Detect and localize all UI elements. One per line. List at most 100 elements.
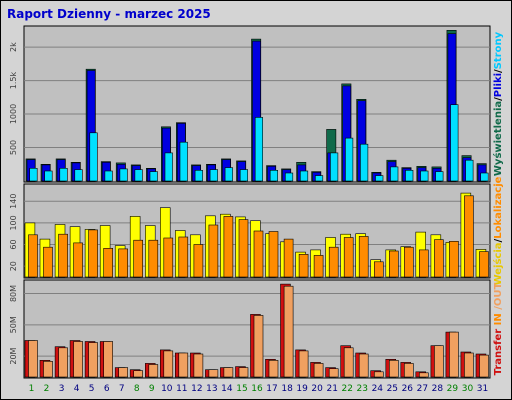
day-label-3: 3 bbox=[59, 384, 65, 394]
bar-visits-sites-Lokalizacje-10 bbox=[163, 237, 174, 278]
bar-transfer-OUT-31 bbox=[479, 354, 489, 378]
bar-visits-sites-Lokalizacje-16 bbox=[253, 230, 264, 278]
bar-visits-sites-Lokalizacje-23 bbox=[358, 236, 369, 278]
day-label-18: 18 bbox=[281, 384, 293, 394]
bar-hits-files-pages-Strony-2 bbox=[44, 170, 53, 182]
day-label-17: 17 bbox=[266, 384, 277, 394]
legend-bottom-part: Transfer bbox=[493, 329, 504, 376]
day-label-8: 8 bbox=[134, 384, 140, 394]
chart-panel-hits-files-pages: 500 1000 1.5k 2k bbox=[9, 25, 491, 183]
bar-visits-sites-Lokalizacje-9 bbox=[148, 239, 159, 278]
y-tick-label: 50M bbox=[9, 316, 18, 333]
bar-visits-sites-Lokalizacje-21 bbox=[328, 246, 339, 278]
y-tick-label: 1000 bbox=[9, 104, 18, 124]
day-label-25: 25 bbox=[387, 384, 398, 394]
bar-hits-files-pages-Strony-12 bbox=[194, 170, 203, 182]
bar-transfer-OUT-3 bbox=[58, 347, 68, 378]
bar-transfer-OUT-24 bbox=[373, 371, 384, 378]
day-label-27: 27 bbox=[417, 384, 428, 394]
day-label-7: 7 bbox=[119, 384, 125, 394]
day-label-1: 1 bbox=[29, 384, 35, 394]
bar-visits-sites-Lokalizacje-12 bbox=[193, 244, 204, 278]
bar-transfer-OUT-4 bbox=[73, 341, 83, 378]
day-label-9: 9 bbox=[149, 384, 155, 394]
bar-visits-sites-Lokalizacje-14 bbox=[223, 216, 234, 278]
bar-transfer-OUT-1 bbox=[28, 340, 38, 378]
bar-hits-files-pages-Strony-23 bbox=[360, 143, 369, 182]
bar-visits-sites-Lokalizacje-17 bbox=[268, 231, 279, 278]
bar-visits-sites-Lokalizacje-3 bbox=[58, 233, 68, 278]
bar-transfer-OUT-15 bbox=[238, 367, 249, 378]
y-tick-label: 500 bbox=[9, 140, 18, 155]
bar-visits-sites-Lokalizacje-7 bbox=[118, 248, 128, 278]
bar-hits-files-pages-Strony-13 bbox=[209, 169, 218, 182]
bar-transfer-OUT-9 bbox=[148, 364, 159, 378]
bar-hits-files-pages-Strony-18 bbox=[284, 172, 294, 182]
bar-visits-sites-Lokalizacje-30 bbox=[464, 195, 474, 278]
bar-hits-files-pages-Strony-10 bbox=[164, 152, 173, 182]
bar-transfer-OUT-30 bbox=[464, 352, 474, 378]
bar-visits-sites-Lokalizacje-1 bbox=[28, 234, 38, 278]
bar-hits-files-pages-Strony-22 bbox=[345, 137, 354, 182]
bar-visits-sites-Lokalizacje-29 bbox=[449, 241, 459, 278]
legend-top-part: / bbox=[493, 69, 504, 73]
bar-hits-files-pages-Strony-11 bbox=[179, 141, 188, 182]
bar-visits-sites-Lokalizacje-19 bbox=[298, 254, 309, 278]
bar-hits-files-pages-Strony-6 bbox=[104, 170, 113, 182]
legend-mid-part: Wejścia bbox=[492, 242, 504, 285]
bar-hits-files-pages-Strony-28 bbox=[435, 171, 444, 182]
y-tick-label: 60 bbox=[9, 239, 18, 249]
bar-transfer-OUT-25 bbox=[388, 359, 399, 378]
bar-transfer-OUT-18 bbox=[283, 285, 294, 378]
legend-bottom-part: /OUT bbox=[493, 282, 504, 309]
day-label-24: 24 bbox=[372, 384, 384, 394]
bar-transfer-OUT-26 bbox=[403, 363, 414, 378]
bar-visits-sites-Lokalizacje-22 bbox=[343, 237, 354, 278]
bar-hits-files-pages-Strony-26 bbox=[405, 170, 414, 182]
day-label-6: 6 bbox=[104, 384, 110, 394]
bar-transfer-OUT-2 bbox=[43, 360, 53, 378]
day-label-2: 2 bbox=[44, 384, 50, 394]
bar-visits-sites-Lokalizacje-26 bbox=[403, 246, 414, 278]
bar-hits-files-pages-Strony-15 bbox=[239, 169, 248, 182]
bar-visits-sites-Lokalizacje-18 bbox=[283, 238, 294, 278]
bar-hits-files-pages-Strony-29 bbox=[450, 104, 459, 182]
bar-transfer-OUT-19 bbox=[298, 350, 309, 378]
day-label-19: 19 bbox=[296, 384, 308, 394]
bar-transfer-OUT-20 bbox=[313, 363, 324, 378]
bar-hits-files-pages-Strony-3 bbox=[59, 168, 68, 182]
bar-transfer-OUT-22 bbox=[343, 347, 354, 378]
legend-bottom: Transfer IN /OUT bbox=[493, 282, 504, 375]
day-label-15: 15 bbox=[236, 384, 247, 394]
bar-hits-files-pages-Strony-9 bbox=[149, 171, 158, 182]
bar-transfer-OUT-13 bbox=[208, 369, 219, 378]
y-tick-label: 100 bbox=[9, 215, 18, 230]
bar-transfer-OUT-27 bbox=[418, 372, 429, 378]
y-tick-label: 20M bbox=[9, 347, 18, 364]
y-tick-label: 20 bbox=[9, 261, 18, 271]
bar-visits-sites-Lokalizacje-4 bbox=[73, 242, 83, 278]
bar-visits-sites-Lokalizacje-25 bbox=[388, 250, 399, 278]
bar-visits-sites-Lokalizacje-8 bbox=[133, 239, 143, 278]
bar-hits-files-pages-Strony-30 bbox=[465, 159, 474, 182]
day-label-14: 14 bbox=[221, 384, 233, 394]
chart-panel-transfer: 20M 50M 80M bbox=[9, 279, 491, 379]
day-label-31: 31 bbox=[477, 384, 488, 394]
legend-top-part: Wyświetlenia bbox=[492, 101, 504, 176]
day-label-13: 13 bbox=[206, 384, 217, 394]
bar-transfer-OUT-8 bbox=[133, 370, 143, 378]
day-label-4: 4 bbox=[74, 384, 80, 394]
bar-transfer-OUT-11 bbox=[178, 352, 189, 378]
day-label-26: 26 bbox=[402, 384, 414, 394]
day-label-22: 22 bbox=[341, 384, 352, 394]
day-label-12: 12 bbox=[191, 384, 202, 394]
bar-hits-files-pages-Strony-8 bbox=[134, 169, 143, 182]
y-tick-label: 1.5k bbox=[9, 72, 18, 90]
bar-hits-files-pages-Strony-24 bbox=[375, 175, 384, 182]
bar-hits-files-pages-Strony-31 bbox=[480, 172, 489, 182]
day-label-21: 21 bbox=[326, 384, 337, 394]
day-label-20: 20 bbox=[311, 384, 323, 394]
day-label-23: 23 bbox=[356, 384, 367, 394]
day-label-5: 5 bbox=[89, 384, 95, 394]
bar-hits-files-pages-Strony-19 bbox=[299, 170, 309, 182]
